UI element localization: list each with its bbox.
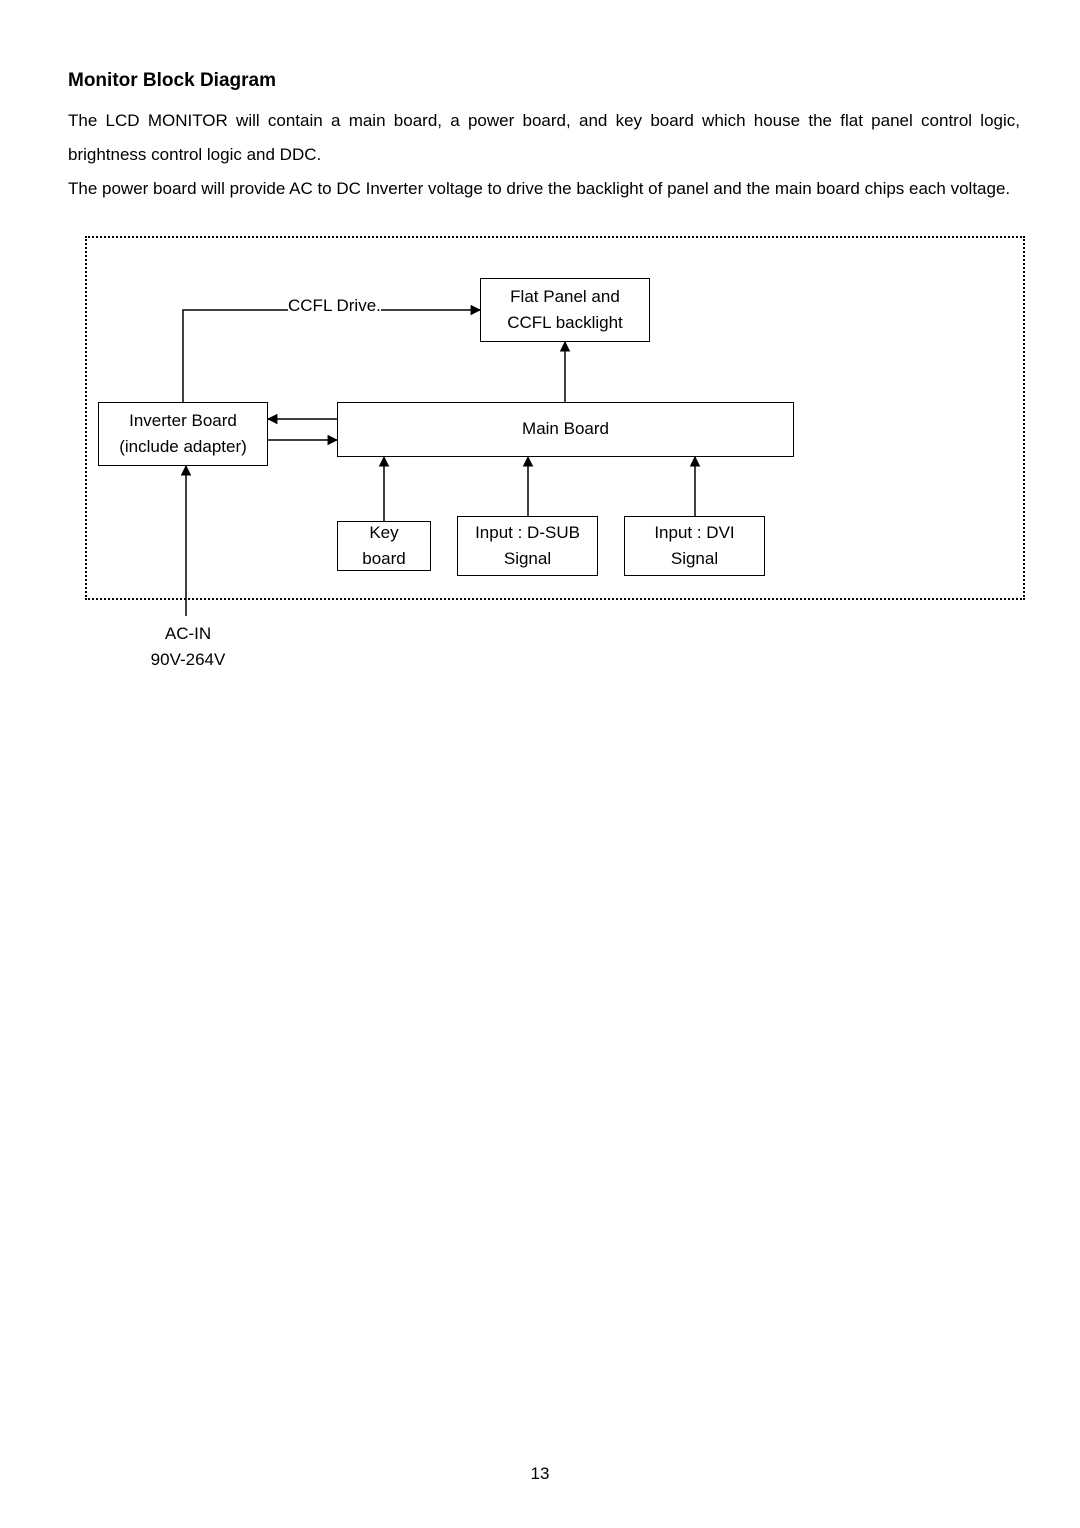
node-label: Inverter Board (include adapter) — [107, 408, 259, 461]
node-label: Flat Panel and CCFL backlight — [489, 284, 641, 337]
ac-in-line1: AC-IN — [165, 624, 211, 643]
node-label: Input : DVI Signal — [633, 520, 756, 573]
node-input-dvi: Input : DVI Signal — [624, 516, 765, 576]
node-main-board: Main Board — [337, 402, 794, 457]
node-flat-panel: Flat Panel and CCFL backlight — [480, 278, 650, 342]
edge-label-ccfl-drive: CCFL Drive. — [288, 296, 381, 316]
node-keyboard: Key board — [337, 521, 431, 571]
ac-in-line2: 90V-264V — [151, 650, 226, 669]
block-diagram: Flat Panel and CCFL backlight Inverter B… — [68, 236, 1025, 686]
node-label: Input : D-SUB Signal — [466, 520, 589, 573]
node-label: Main Board — [522, 416, 609, 442]
node-inverter-board: Inverter Board (include adapter) — [98, 402, 268, 466]
node-input-dsub: Input : D-SUB Signal — [457, 516, 598, 576]
node-label: Key board — [346, 520, 422, 573]
page-number: 13 — [0, 1464, 1080, 1484]
paragraph-1: The LCD MONITOR will contain a main boar… — [68, 104, 1020, 172]
page: Monitor Block Diagram The LCD MONITOR wi… — [0, 0, 1080, 1528]
paragraph-2: The power board will provide AC to DC In… — [68, 172, 1020, 206]
page-title: Monitor Block Diagram — [68, 70, 1020, 92]
label-ac-in: AC-IN 90V-264V — [118, 621, 258, 674]
